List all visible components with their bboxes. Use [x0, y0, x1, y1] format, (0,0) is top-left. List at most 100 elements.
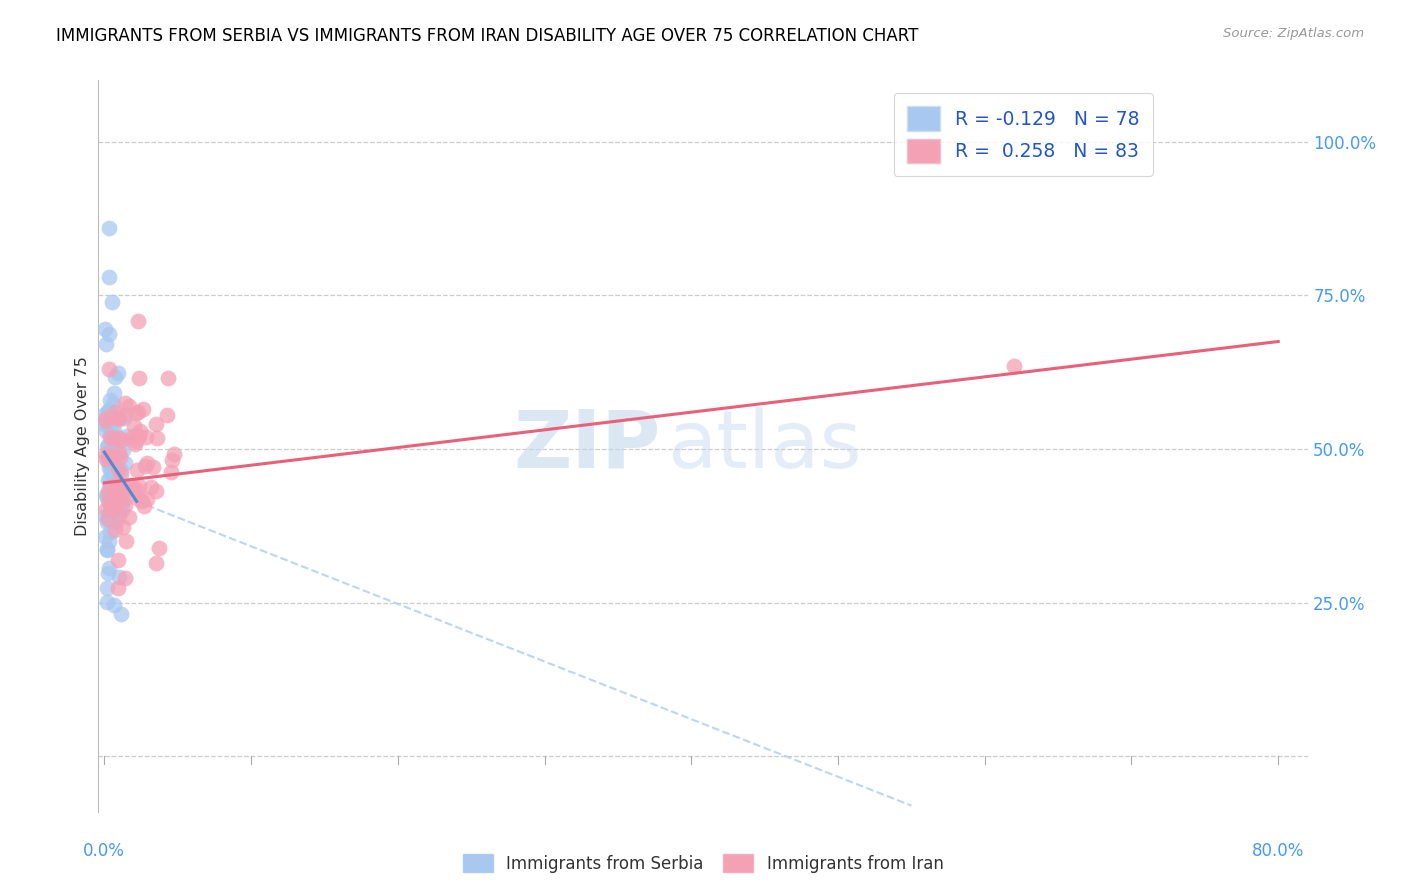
Point — [108, 450, 131, 464]
Point — [122, 482, 145, 496]
Point — [107, 366, 129, 380]
Point — [114, 456, 136, 470]
Point — [107, 410, 129, 425]
Point — [100, 479, 122, 493]
Point — [127, 313, 149, 327]
Point — [103, 370, 125, 384]
Point — [107, 504, 129, 518]
Text: 80.0%: 80.0% — [1253, 842, 1305, 861]
Point — [98, 392, 121, 407]
Point — [148, 541, 170, 555]
Point — [160, 452, 183, 467]
Point — [122, 418, 145, 433]
Point — [121, 430, 143, 444]
Point — [97, 566, 120, 580]
Point — [100, 409, 122, 424]
Point — [96, 595, 118, 609]
Point — [117, 400, 139, 414]
Point — [97, 403, 120, 417]
Point — [98, 460, 121, 475]
Point — [96, 440, 118, 454]
Point — [107, 492, 129, 507]
Point — [96, 424, 118, 438]
Point — [127, 428, 149, 442]
Point — [96, 581, 118, 595]
Point — [131, 493, 153, 508]
Point — [101, 425, 124, 439]
Point — [105, 516, 128, 530]
Point — [97, 220, 120, 235]
Point — [104, 523, 127, 537]
Point — [104, 405, 127, 419]
Point — [98, 508, 121, 522]
Point — [159, 465, 181, 479]
Point — [94, 530, 117, 544]
Point — [110, 497, 132, 511]
Point — [105, 477, 128, 491]
Point — [97, 484, 120, 499]
Point — [101, 432, 124, 446]
Point — [128, 479, 150, 493]
Point — [141, 480, 163, 494]
Point — [98, 450, 121, 464]
Point — [98, 430, 121, 444]
Point — [96, 486, 118, 500]
Point — [103, 424, 125, 438]
Point — [108, 431, 131, 445]
Point — [96, 516, 118, 530]
Point — [98, 480, 121, 494]
Point — [101, 434, 124, 448]
Point — [132, 402, 155, 417]
Point — [97, 438, 120, 452]
Point — [125, 434, 148, 448]
Legend: R = -0.129   N = 78, R =  0.258   N = 83: R = -0.129 N = 78, R = 0.258 N = 83 — [894, 94, 1153, 177]
Point — [108, 508, 131, 523]
Point — [100, 500, 122, 514]
Point — [107, 553, 129, 567]
Point — [104, 501, 127, 516]
Point — [162, 446, 184, 460]
Point — [93, 417, 115, 431]
Point — [96, 512, 118, 526]
Point — [156, 370, 179, 384]
Point — [97, 270, 120, 285]
Point — [108, 446, 131, 460]
Text: 0.0%: 0.0% — [83, 842, 125, 861]
Point — [129, 424, 152, 438]
Point — [100, 502, 122, 516]
Text: ZIP: ZIP — [513, 407, 661, 485]
Point — [94, 488, 117, 502]
Point — [111, 492, 134, 507]
Point — [104, 483, 127, 497]
Point — [128, 371, 150, 385]
Point — [97, 473, 120, 487]
Point — [107, 483, 129, 497]
Point — [110, 467, 132, 481]
Text: atlas: atlas — [666, 407, 860, 485]
Point — [134, 459, 156, 474]
Point — [96, 452, 118, 467]
Point — [145, 484, 167, 499]
Point — [135, 430, 157, 444]
Point — [114, 571, 136, 585]
Point — [94, 414, 117, 428]
Point — [98, 450, 121, 464]
Point — [103, 514, 125, 528]
Point — [104, 410, 127, 425]
Text: Source: ZipAtlas.com: Source: ZipAtlas.com — [1223, 27, 1364, 40]
Point — [111, 503, 134, 517]
Point — [124, 437, 146, 451]
Point — [97, 326, 120, 341]
Point — [135, 492, 157, 507]
Point — [94, 410, 117, 425]
Point — [115, 429, 138, 443]
Point — [97, 406, 120, 420]
Point — [110, 491, 132, 505]
Point — [118, 509, 141, 524]
Point — [101, 467, 124, 482]
Point — [103, 442, 125, 456]
Legend: Immigrants from Serbia, Immigrants from Iran: Immigrants from Serbia, Immigrants from … — [456, 847, 950, 880]
Point — [112, 411, 135, 425]
Point — [96, 491, 118, 505]
Point — [94, 407, 117, 421]
